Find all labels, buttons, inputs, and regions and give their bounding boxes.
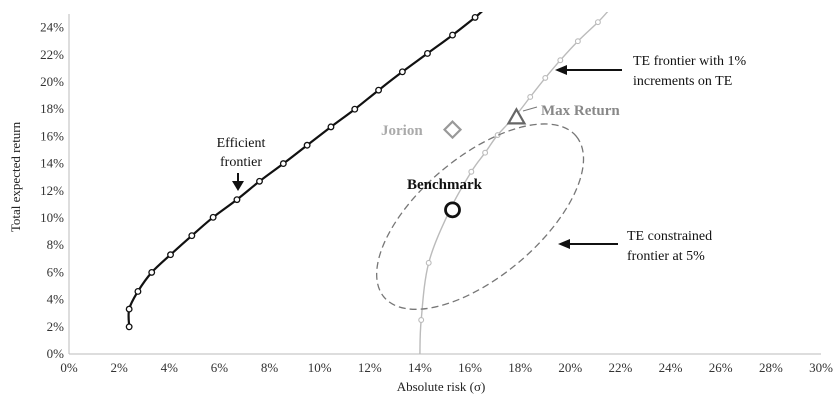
efficient-frontier-point (449, 31, 456, 39)
annotation-te-frontier-line2: increments on TE (633, 74, 732, 89)
x-tick-label: 2% (110, 360, 128, 375)
x-tick-label: 4% (161, 360, 179, 375)
leader-max-return (522, 106, 538, 112)
x-tick-label: 30% (809, 360, 833, 375)
y-axis-label: Total expected return (8, 121, 23, 232)
point-layer (442, 107, 527, 219)
y-tick-label: 12% (40, 183, 64, 198)
efficient-frontier-point (233, 196, 241, 204)
efficient-frontier-point (398, 68, 406, 76)
x-tick-label: 6% (211, 360, 229, 375)
te-frontier-point (527, 94, 534, 100)
efficient-frontier-point (351, 105, 359, 113)
efficient-frontier-point (125, 323, 133, 331)
arrow-efficient (232, 173, 244, 191)
x-axis-ticks: 0% 2% 4% 6% 8% 10% 12% 14% 16% 18% 20% 22% 24% 26% 28%… (60, 360, 833, 375)
efficient-frontier-point (148, 268, 156, 276)
annotation-te-constrained-line2: frontier at 5% (627, 249, 705, 264)
x-tick-label: 8% (261, 360, 279, 375)
label-benchmark: Benchmark (407, 177, 483, 193)
y-tick-label: 8% (47, 237, 65, 252)
efficient-frontier-point (125, 305, 133, 313)
te-frontier-point (425, 259, 432, 266)
efficient-frontier-point (471, 13, 479, 21)
x-tick-label: 24% (659, 360, 683, 375)
x-tick-label: 22% (609, 360, 633, 375)
y-tick-label: 10% (40, 210, 64, 225)
x-tick-label: 10% (308, 360, 332, 375)
efficient-frontier-line (127, 12, 483, 327)
efficient-frontier-point (279, 160, 287, 168)
y-tick-label: 24% (40, 20, 64, 35)
x-tick-label: 20% (558, 360, 582, 375)
y-tick-label: 20% (40, 74, 64, 89)
x-tick-label: 14% (408, 360, 432, 375)
annotation-te-constrained-line1: TE constrained (627, 229, 712, 244)
efficient-frontier-point (167, 251, 174, 259)
series-layer (125, 12, 609, 354)
annotation-efficient-line1: Efficient (217, 136, 266, 151)
arrow-te-frontier (555, 65, 622, 75)
arrow-te-constrained (558, 239, 618, 249)
x-tick-label: 12% (358, 360, 382, 375)
y-tick-label: 18% (40, 101, 64, 116)
y-tick-label: 14% (40, 156, 64, 171)
label-max-return: Max Return (541, 103, 620, 119)
label-jorion: Jorion (381, 123, 423, 139)
te-frontier-point (468, 168, 475, 175)
te-frontier-point (482, 149, 489, 156)
y-tick-label: 6% (47, 264, 65, 279)
efficient-frontier-point (327, 123, 335, 131)
te-frontier-point (418, 317, 425, 323)
efficient-frontier-point (188, 232, 196, 240)
te-frontier-point (557, 57, 564, 64)
efficient-frontier-point (209, 213, 217, 221)
y-axis-ticks: 0% 2% 4% 6% 8% 10% 12% 14% 16% 18% 20% 22% 24% (40, 20, 64, 361)
efficient-frontier-point (375, 86, 383, 94)
efficient-frontier-point (134, 287, 142, 295)
x-tick-label: 26% (709, 360, 733, 375)
x-axis-label: Absolute risk (σ) (397, 379, 486, 394)
te-frontier-point (542, 74, 549, 81)
x-tick-label: 18% (508, 360, 532, 375)
te-frontier-point (594, 19, 601, 26)
annotation-te-frontier-line1: TE frontier with 1% (633, 54, 746, 69)
te-constrained-frontier (376, 123, 585, 310)
y-tick-label: 16% (40, 128, 64, 143)
annotation-efficient-line2: frontier (220, 155, 262, 170)
te-frontier-point (574, 38, 581, 45)
x-tick-label: 28% (759, 360, 783, 375)
y-tick-label: 0% (47, 346, 65, 361)
y-tick-label: 2% (47, 319, 65, 334)
x-tick-label: 0% (60, 360, 78, 375)
jorion-marker (442, 120, 463, 140)
efficient-frontier-point (256, 177, 263, 185)
efficient-frontier-point (303, 141, 311, 149)
y-tick-label: 4% (47, 292, 65, 307)
max-return-marker (506, 107, 527, 125)
efficient-frontier-point (424, 49, 431, 57)
x-tick-label: 16% (458, 360, 482, 375)
benchmark-marker (444, 201, 461, 219)
y-tick-label: 22% (40, 47, 64, 62)
